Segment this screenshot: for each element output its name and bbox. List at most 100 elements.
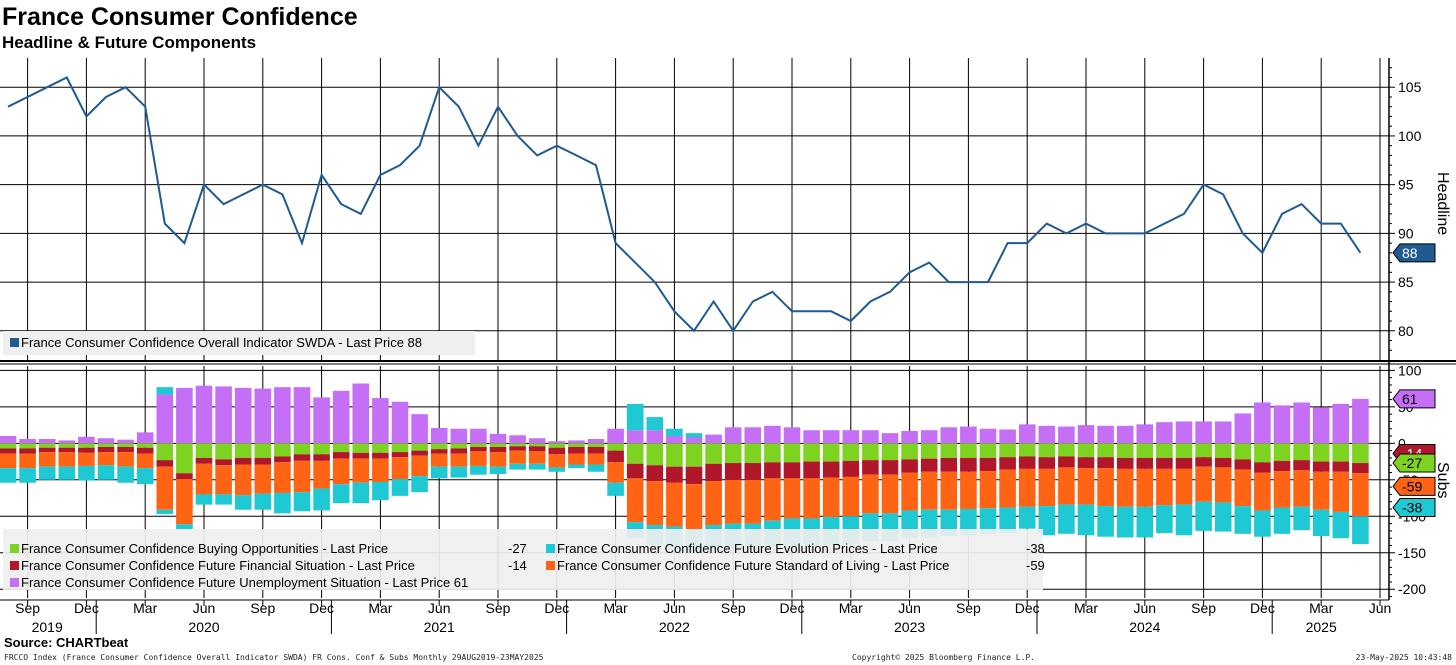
bar-segment-buying (78, 443, 95, 448)
bar-segment-financial (78, 447, 95, 453)
bar-segment-evolution_prices (97, 465, 115, 480)
bar-segment-standard_of_living (254, 464, 272, 494)
bar-segment-buying (940, 443, 958, 458)
bar-segment-standard_of_living (0, 453, 17, 469)
bar-segment-unemployment (744, 427, 762, 444)
bar-segment-evolution_prices (274, 492, 291, 514)
year-label: 2022 (659, 619, 690, 635)
bar-segment-unemployment (332, 390, 350, 444)
bar-segment-evolution_prices (960, 508, 977, 536)
bar-segment-buying (1116, 443, 1134, 458)
ytick-label-bottom: 100 (1398, 362, 1422, 378)
bar-segment-unemployment (1293, 402, 1310, 444)
bar-segment-unemployment (724, 427, 742, 444)
ytick-label-top: 95 (1398, 177, 1414, 193)
bar-segment-unemployment (1077, 425, 1095, 444)
bar-segment-buying (293, 443, 311, 455)
bar-segment-evolution_prices (470, 465, 487, 475)
bar-segment-standard_of_living (38, 452, 56, 467)
bar-segment-unemployment (38, 438, 56, 444)
bar-segment-buying (1293, 443, 1310, 461)
subs-legend-label: France Consumer Confidence Future Unempl… (21, 575, 468, 590)
bar-segment-evolution_prices (666, 428, 683, 437)
bar-segment-financial (1234, 459, 1252, 470)
bar-segment-evolution_prices (1293, 506, 1310, 531)
year-label: 2019 (32, 619, 63, 635)
bar-segment-unemployment (1097, 425, 1114, 444)
bar-segment-buying (1273, 443, 1291, 461)
bar-segment-unemployment (1116, 425, 1134, 444)
bar-segment-standard_of_living (724, 479, 742, 524)
subs-legend-value: -38 (1026, 541, 1045, 556)
bar-segment-financial (430, 449, 448, 454)
bar-segment-unemployment (764, 425, 781, 444)
bar-segment-financial (509, 446, 526, 451)
bar-segment-financial (1293, 460, 1310, 471)
bar-segment-standard_of_living (97, 452, 115, 466)
bar-segment-buying (19, 443, 36, 449)
bar-segment-buying (136, 443, 154, 448)
subs-legend-swatch (10, 578, 19, 587)
bar-segment-unemployment (999, 429, 1016, 444)
bar-segment-buying (724, 443, 742, 464)
bar-segment-unemployment (411, 414, 428, 444)
bar-segment-unemployment (313, 397, 330, 444)
bar-segment-buying (1058, 443, 1075, 457)
bar-segment-standard_of_living (548, 454, 566, 468)
bar-segment-standard_of_living (1195, 466, 1212, 502)
bar-segment-standard_of_living (1234, 469, 1252, 507)
bar-segment-standard_of_living (332, 458, 350, 485)
bar-segment-financial (97, 446, 115, 453)
bar-segment-standard_of_living (1254, 472, 1271, 511)
bar-segment-evolution_prices (1156, 505, 1173, 534)
subs-value-tag: -38 (1402, 500, 1422, 516)
bar-segment-unemployment (1273, 405, 1291, 444)
bar-segment-unemployment (430, 428, 448, 444)
bar-segment-buying (1312, 443, 1330, 462)
bar-segment-financial (646, 465, 664, 482)
bar-segment-unemployment (1254, 402, 1271, 444)
bar-segment-standard_of_living (1156, 468, 1173, 506)
bar-segment-evolution_prices (1038, 506, 1056, 536)
bar-segment-standard_of_living (940, 471, 958, 510)
bar-segment-standard_of_living (1352, 473, 1369, 517)
xtick-month-label: Sep (956, 600, 981, 616)
bar-segment-unemployment (1156, 422, 1173, 444)
bar-segment-buying (881, 443, 899, 461)
bar-segment-financial (666, 466, 683, 483)
bar-segment-buying (38, 443, 56, 448)
bar-segment-unemployment (97, 438, 115, 444)
bar-segment-buying (470, 443, 487, 447)
bar-segment-evolution_prices (489, 466, 507, 474)
bar-segment-unemployment (1332, 403, 1350, 444)
bar-segment-evolution_prices (1175, 504, 1193, 536)
bar-segment-evolution_prices (568, 464, 585, 469)
ytick-label-top: 85 (1398, 274, 1414, 290)
bar-segment-unemployment (293, 387, 311, 444)
bar-segment-standard_of_living (509, 450, 526, 464)
bar-segment-unemployment (646, 430, 664, 444)
bar-segment-standard_of_living (1097, 468, 1114, 507)
bar-segment-financial (1058, 456, 1075, 468)
bar-segment-evolution_prices (999, 507, 1016, 534)
bar-segment-unemployment (489, 433, 507, 444)
subs-value-tag-shape (1392, 389, 1436, 409)
bar-segment-financial (1175, 457, 1193, 469)
headline-legend-box (3, 331, 475, 355)
bar-segment-financial (568, 446, 585, 454)
bar-segment-financial (332, 452, 350, 459)
bar-segment-financial (1254, 462, 1271, 473)
bar-segment-unemployment (0, 436, 17, 444)
bar-segment-evolution_prices (1234, 506, 1252, 534)
xtick-month-label: Jun (193, 600, 216, 616)
bar-segment-buying (430, 443, 448, 450)
bar-segment-standard_of_living (352, 458, 370, 483)
bar-segment-standard_of_living (1214, 467, 1232, 503)
bar-segment-buying (783, 443, 801, 463)
bar-segment-unemployment (1018, 424, 1036, 444)
bar-segment-financial (940, 457, 958, 472)
bar-segment-standard_of_living (1293, 470, 1310, 507)
bar-segment-buying (1214, 443, 1232, 458)
bar-segment-financial (254, 457, 272, 465)
bar-segment-standard_of_living (528, 451, 546, 464)
